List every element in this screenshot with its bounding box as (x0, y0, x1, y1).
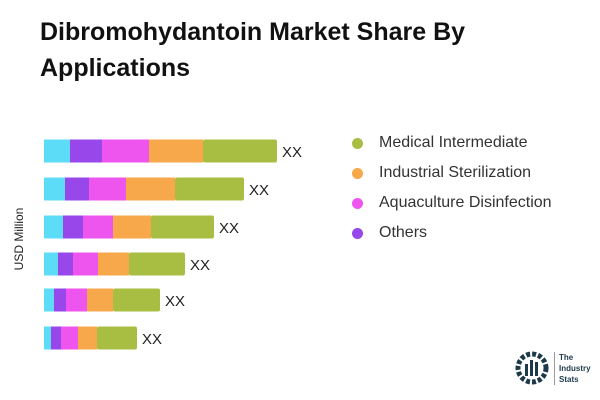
bar-segment (66, 288, 87, 312)
legend-dot (352, 167, 363, 179)
bar-segment (97, 326, 137, 350)
data-label: XX (165, 293, 185, 310)
logo: The Industry Stats (514, 350, 591, 386)
legend-label: Medical Intermediate (379, 134, 528, 151)
bar-segment (113, 215, 151, 239)
bar-segment (83, 215, 113, 239)
bar-segment (44, 288, 54, 312)
bar-segment (58, 252, 73, 276)
logo-text: Industry (559, 363, 591, 373)
bar-segment (44, 177, 65, 201)
legend-dot (352, 197, 363, 209)
logo-text: Stats (559, 374, 579, 384)
legend-label: Industrial Sterilization (379, 164, 532, 181)
bar-segment (89, 177, 126, 201)
bar-segment (102, 139, 149, 163)
data-label: XX (142, 331, 162, 348)
legend-item: Others (352, 218, 552, 248)
legend: Medical Intermediate Industrial Steriliz… (352, 128, 552, 248)
bar-segment (129, 252, 185, 276)
bar-segment (87, 288, 113, 312)
data-label: XX (219, 220, 239, 237)
bar-segment (151, 215, 214, 239)
legend-label: Aquaculture Disinfection (379, 194, 552, 211)
legend-item: Aquaculture Disinfection (352, 188, 552, 218)
legend-label: Others (379, 224, 428, 241)
bar-segment (44, 252, 58, 276)
bar-segment (73, 252, 98, 276)
bar-segment (44, 139, 70, 163)
legend-item: Medical Intermediate (352, 128, 552, 158)
legend-dot (352, 137, 363, 149)
bar-segment (65, 177, 89, 201)
bar-segment (44, 326, 51, 350)
data-label: XX (190, 257, 210, 274)
bar-segment (126, 177, 175, 201)
bar-segment (113, 288, 160, 312)
bar-segment (61, 326, 78, 350)
bar-segment (54, 288, 66, 312)
bar-segment (51, 326, 61, 350)
data-label: XX (282, 144, 302, 161)
gear-icon (515, 351, 549, 385)
chart-title: Dibromohydantoin Market Share By Applica… (40, 18, 466, 82)
legend-item: Industrial Sterilization (352, 158, 552, 188)
bar-segment (98, 252, 129, 276)
bar-segment (70, 139, 102, 163)
logo-text: The (559, 352, 574, 362)
bar-segment (63, 215, 83, 239)
bar-segment (78, 326, 97, 350)
data-label: XX (249, 182, 269, 199)
bar-segment (175, 177, 244, 201)
bar-segment (44, 215, 63, 239)
legend-dot (352, 227, 363, 239)
bar-segment (149, 139, 203, 163)
bar-segment (203, 139, 277, 163)
